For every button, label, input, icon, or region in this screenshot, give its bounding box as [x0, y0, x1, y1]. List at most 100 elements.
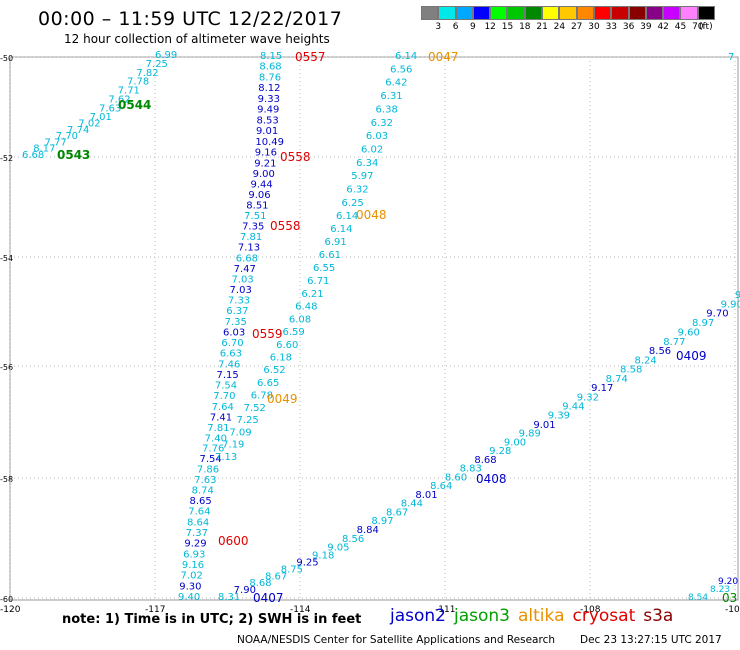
legend-tick-label: 15 [501, 22, 514, 32]
longitude-label: -120 [0, 605, 21, 615]
longitude-label: -111 [435, 605, 455, 615]
wave-height-value: 9.49 [257, 105, 279, 116]
latitude-label: -60 [0, 595, 13, 604]
wave-height-value: 7.01 [90, 112, 112, 123]
legend-swatch [645, 6, 664, 20]
wave-height-value: 7.70 [213, 391, 235, 402]
wave-height-value: 6.60 [276, 340, 298, 351]
wave-height-value: 8.74 [606, 374, 628, 385]
wave-height-value: 6.48 [295, 302, 317, 313]
legend-swatch [628, 6, 646, 20]
wave-height-value: 8.97 [371, 516, 393, 527]
legend-swatch [576, 6, 594, 20]
legend-tick-label: 39 [640, 22, 652, 32]
wave-height-value: 7.52 [244, 403, 266, 414]
wave-height-value: 7.02 [181, 571, 203, 582]
wave-height-value: 9.06 [248, 190, 270, 201]
latitude-label: -52 [0, 154, 13, 163]
wave-height-value: 9.16 [255, 148, 277, 159]
pass-time-label: 0559 [252, 327, 283, 341]
latitude-label: -58 [0, 475, 13, 484]
pass-time-label: 0408 [476, 472, 507, 486]
wave-height-value: 7.37 [186, 528, 208, 539]
wave-height-value: 9.29 [184, 539, 206, 550]
wave-height-value: 6.91 [324, 237, 346, 248]
wave-height-value: 8.76 [259, 72, 281, 83]
wave-height-value: 7.13 [215, 452, 237, 463]
wave-height-value: 8.56 [649, 346, 671, 357]
satellite-legend: jason2 jason3 altika cryosat s3a [390, 606, 681, 626]
pass-time-label: 0407 [253, 591, 284, 605]
wave-height-value: 9.33 [258, 94, 280, 105]
wave-height-value: 7.82 [136, 68, 158, 79]
wave-height-value: 7.03 [232, 274, 254, 285]
longitude-label: -105 [725, 605, 740, 615]
legend-swatch [490, 6, 508, 20]
map-subtitle: 12 hour collection of altimeter wave hei… [64, 32, 330, 46]
legend-swatch [542, 6, 560, 20]
wave-height-value: 7.09 [229, 427, 251, 438]
legend-tick-label: 30 [588, 22, 600, 32]
wave-height-value: 6.31 [380, 91, 402, 102]
wave-height-value: 8.74 [192, 485, 214, 496]
wave-height-value: 8.51 [246, 201, 268, 212]
wave-height-value: 7.13 [238, 243, 260, 254]
wave-height-value: 6.63 [220, 349, 242, 360]
wave-height-value: 7.81 [207, 423, 229, 434]
wave-height-value: 8.84 [357, 525, 379, 536]
wave-height-value: 6.32 [346, 185, 368, 196]
longitude-label: -117 [145, 605, 165, 615]
wave-height-value: 6.99 [155, 50, 177, 61]
legend-swatch [472, 6, 491, 20]
wave-height-value: 8.53 [257, 115, 279, 126]
legend-swatch [438, 6, 456, 20]
wave-height-value: 6.14 [336, 211, 358, 222]
wave-height-value: 8.75 [281, 564, 303, 575]
wave-height-value: 8.60 [445, 472, 467, 483]
color-scale-legend [421, 6, 716, 20]
pass-time-label: 0047 [428, 50, 459, 64]
pass-time-label: 0558 [270, 219, 301, 233]
wave-height-value: 8.68 [259, 62, 281, 73]
wave-height-value: 6.21 [301, 289, 323, 300]
latitude-label: -56 [0, 363, 13, 372]
latitude-label: -54 [0, 254, 13, 263]
wave-height-value: 10.49 [255, 137, 284, 148]
wave-height-value: 6.37 [226, 306, 248, 317]
wave-height-value: 7.46 [218, 359, 240, 370]
wave-height-value: 8.24 [635, 355, 657, 366]
color-scale-ticks: 3 6 9 12 15 18 21 24 27 30 33 36 39 42 45 70 (ft) [421, 22, 740, 34]
wave-height-value: 6.70 [221, 338, 243, 349]
wave-height-value: 9.60 [678, 327, 700, 338]
wave-height-value: 7.63 [194, 475, 216, 486]
wave-height-value: 6.25 [342, 198, 364, 209]
wave-height-value: 7.64 [188, 507, 210, 518]
longitude-label: -108 [580, 605, 601, 615]
wave-height-value: 6.03 [366, 131, 388, 142]
legend-tick-label: 27 [570, 22, 583, 32]
wave-height-value: 7.41 [210, 412, 232, 423]
legend-tick-label: 12 [484, 22, 496, 32]
wave-height-value: 6.59 [282, 327, 304, 338]
longitude-label: -114 [290, 605, 311, 615]
legend-swatch [697, 6, 716, 20]
wave-height-value: 7.54 [199, 454, 221, 465]
timestamp-text: Dec 23 13:27:15 UTC 2017 [580, 634, 722, 646]
wave-height-value: 7.74 [67, 125, 89, 136]
wave-height-value: 8.67 [386, 507, 408, 518]
wave-height-value: 7.86 [197, 465, 219, 476]
wave-height-value: 7.71 [118, 86, 140, 97]
satellite-legend-s3a: s3a [643, 606, 674, 626]
wave-height-value: 9.90 [721, 299, 740, 310]
wave-height-value: 6.02 [361, 144, 383, 155]
legend-tick-label: 36 [622, 22, 635, 32]
wave-height-value: 9.05 [327, 543, 349, 554]
legend-swatch [455, 6, 473, 20]
wave-height-value: 9.01 [533, 420, 555, 431]
wave-height-value: 6.55 [313, 263, 335, 274]
wave-height-value: 7.35 [225, 317, 247, 328]
wave-height-value: 9.28 [489, 446, 511, 457]
legend-swatch [611, 6, 629, 20]
map-title: 00:00 – 11:59 UTC 12/22/2017 [38, 8, 343, 30]
legend-tick-label: 45 [674, 22, 687, 32]
